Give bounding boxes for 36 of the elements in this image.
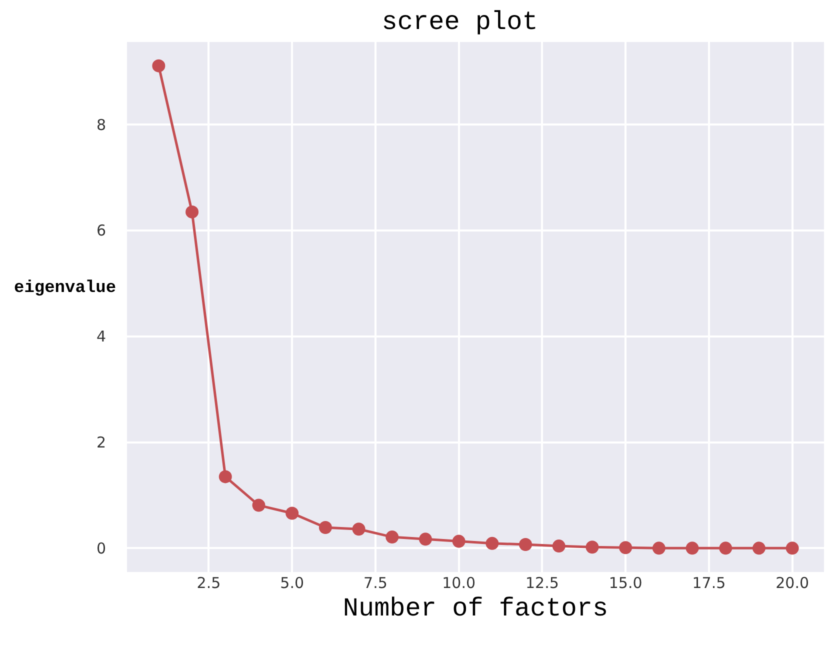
x-tick-label: 20.0 <box>776 574 810 592</box>
point <box>552 540 566 553</box>
y-axis-title: eigenvalue <box>14 279 116 298</box>
point <box>386 530 399 544</box>
y-tick-label: 8 <box>96 116 106 134</box>
point <box>186 205 199 218</box>
x-axis-title: Number of factors <box>342 594 608 624</box>
point <box>152 59 166 72</box>
point <box>586 540 599 554</box>
point <box>519 538 532 551</box>
x-tick-label: 7.5 <box>364 574 388 592</box>
y-tick-label: 4 <box>96 328 106 346</box>
x-tick-label: 2.5 <box>196 574 221 592</box>
point <box>418 532 432 546</box>
point <box>286 506 299 520</box>
point <box>252 498 266 512</box>
x-tick-label: 10.0 <box>442 574 476 592</box>
x-tick-label: 12.5 <box>525 574 559 592</box>
point <box>352 522 366 536</box>
y-tick-label: 0 <box>96 539 106 558</box>
point <box>486 536 499 550</box>
point <box>686 542 699 555</box>
point <box>786 542 799 555</box>
chart-title: scree plot <box>382 7 538 38</box>
y-tick-label: 6 <box>96 222 106 240</box>
point <box>452 534 466 548</box>
point <box>752 542 766 555</box>
x-tick-label: 15.0 <box>608 574 642 592</box>
point <box>652 542 666 555</box>
point <box>318 521 332 534</box>
point <box>619 541 632 554</box>
y-tick-label: 2 <box>96 434 106 452</box>
x-tick-label: 5.0 <box>280 574 304 592</box>
point <box>719 542 732 555</box>
point <box>218 470 232 484</box>
x-tick-label: 17.5 <box>692 574 726 592</box>
